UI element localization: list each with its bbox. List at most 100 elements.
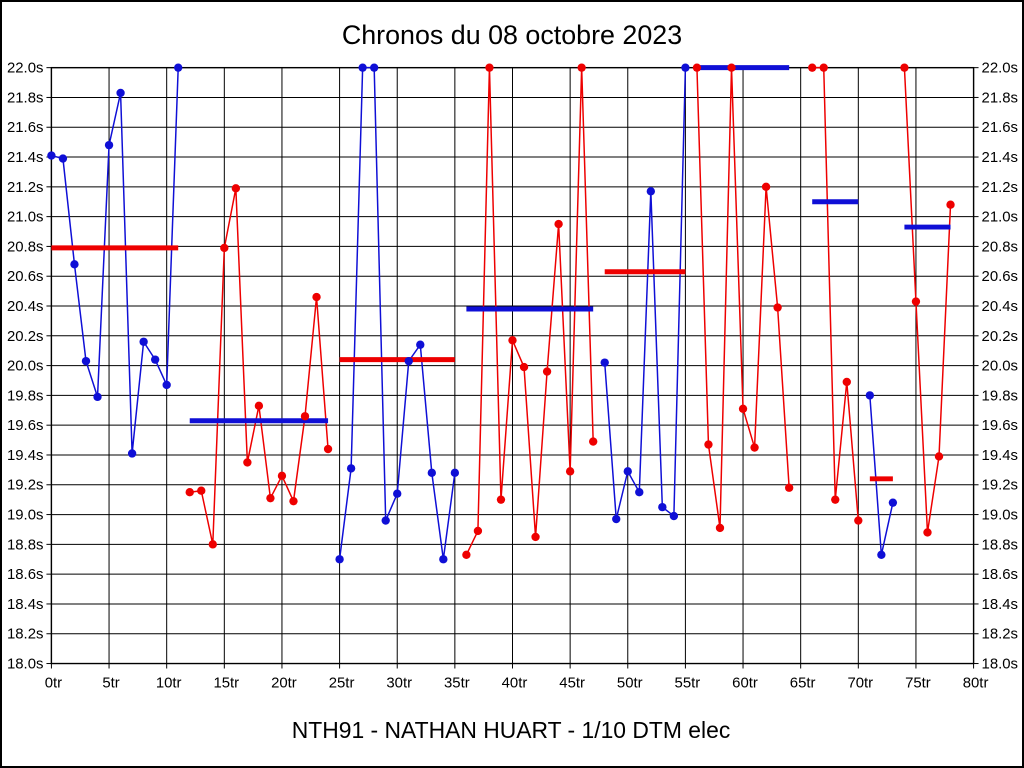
- data-point: [393, 489, 402, 498]
- data-point: [243, 458, 252, 467]
- y-axis-label-right: 21.6s: [982, 119, 1018, 136]
- y-axis-label-right: 19.6s: [982, 417, 1018, 434]
- x-axis-label: 35tr: [444, 674, 470, 691]
- y-axis-label-left: 19.6s: [7, 417, 43, 434]
- y-axis-label-left: 22.0s: [7, 60, 43, 77]
- y-axis-label-right: 21.0s: [982, 209, 1018, 226]
- data-point: [623, 467, 632, 476]
- lap-series-run-4: [465, 67, 594, 556]
- y-axis-label-left: 19.8s: [7, 387, 43, 404]
- data-point: [462, 550, 471, 559]
- data-point: [750, 443, 759, 452]
- data-point: [300, 412, 310, 421]
- y-axis-label-left: 21.6s: [7, 119, 43, 136]
- data-point: [635, 488, 644, 497]
- y-axis-label-left: 18.0s: [7, 656, 43, 673]
- data-point: [139, 337, 148, 346]
- data-point: [81, 356, 91, 366]
- data-point: [934, 452, 944, 461]
- data-point: [369, 63, 379, 72]
- y-axis-label-left: 20.0s: [7, 358, 43, 375]
- data-point: [819, 63, 828, 72]
- x-axis-label: 70tr: [847, 674, 873, 691]
- data-point: [323, 444, 333, 454]
- y-axis-label-left: 20.8s: [7, 238, 43, 255]
- data-point: [427, 468, 436, 478]
- y-axis-label-left: 18.8s: [7, 536, 43, 553]
- data-point: [312, 292, 321, 302]
- data-point: [831, 495, 840, 504]
- y-axis-label-right: 20.0s: [982, 358, 1018, 375]
- data-point: [473, 526, 483, 536]
- y-axis-label-right: 20.6s: [982, 268, 1018, 285]
- x-axis-label: 20tr: [271, 674, 297, 691]
- data-point: [888, 498, 898, 507]
- y-axis-label-left: 18.2s: [7, 626, 43, 643]
- y-axis-label-left: 20.2s: [7, 328, 43, 345]
- chart-footer: NTH91 - NATHAN HUART - 1/10 DTM elec: [292, 717, 731, 743]
- data-point: [70, 260, 79, 269]
- data-point: [220, 243, 229, 253]
- lap-series-run-5: [603, 67, 687, 520]
- y-axis-label-right: 20.8s: [982, 238, 1018, 255]
- data-point: [335, 555, 344, 564]
- data-point: [923, 528, 932, 537]
- data-point: [946, 200, 955, 209]
- y-axis-label-left: 19.4s: [7, 447, 43, 464]
- data-point: [381, 516, 390, 525]
- y-axis-label-right: 21.4s: [982, 149, 1018, 166]
- y-axis-label-left: 19.0s: [7, 507, 43, 524]
- data-point: [911, 297, 921, 306]
- data-point: [174, 63, 183, 72]
- data-point: [865, 391, 875, 400]
- data-point: [715, 523, 725, 533]
- data-point: [704, 440, 713, 449]
- data-point: [565, 467, 575, 476]
- x-axis-label: 60tr: [732, 674, 758, 691]
- data-point: [116, 88, 125, 98]
- y-axis-label-left: 18.6s: [7, 566, 43, 583]
- x-axis-label: 25tr: [329, 674, 355, 691]
- data-point: [416, 340, 425, 349]
- data-point: [231, 184, 241, 193]
- y-axis-label-left: 21.0s: [7, 209, 43, 226]
- data-point: [150, 355, 160, 364]
- lap-series-run-7: [812, 66, 860, 521]
- data-point: [773, 303, 782, 312]
- data-point: [197, 486, 206, 495]
- data-point: [854, 516, 863, 525]
- y-axis-label-right: 21.2s: [982, 179, 1018, 196]
- x-axis-label: 5tr: [102, 674, 119, 691]
- lap-series-run-2: [189, 188, 329, 545]
- data-point: [669, 511, 679, 521]
- data-point: [808, 63, 817, 72]
- x-axis-label: 50tr: [617, 674, 643, 691]
- y-axis-label-right: 18.0s: [982, 656, 1018, 673]
- y-axis-label-right: 20.2s: [982, 328, 1018, 345]
- data-point: [542, 367, 552, 376]
- y-axis-label-left: 18.4s: [7, 596, 43, 613]
- data-point: [289, 496, 298, 506]
- y-axis-label-right: 21.8s: [982, 89, 1018, 106]
- data-point: [519, 362, 529, 372]
- data-point: [346, 464, 356, 473]
- data-point: [162, 380, 171, 390]
- x-axis-label: 10tr: [156, 674, 182, 691]
- data-point: [266, 494, 275, 503]
- chart-title: Chronos du 08 octobre 2023: [342, 20, 682, 50]
- data-point: [254, 401, 264, 410]
- plot-area: 18.0s 18.0s 18.2s 18.2s 18.4s 18.4s 18.6s 18.6s…: [7, 60, 1018, 692]
- x-axis-label: 80tr: [963, 674, 989, 691]
- data-point: [646, 187, 656, 196]
- data-point: [761, 182, 771, 192]
- y-axis-label-right: 19.4s: [982, 447, 1018, 464]
- data-point: [508, 336, 517, 345]
- y-axis-label-right: 18.4s: [982, 596, 1018, 613]
- data-point: [900, 63, 909, 72]
- data-point: [404, 356, 413, 366]
- data-point: [439, 555, 448, 564]
- x-axis-label: 75tr: [905, 674, 931, 691]
- y-axis-label-right: 18.6s: [982, 566, 1018, 583]
